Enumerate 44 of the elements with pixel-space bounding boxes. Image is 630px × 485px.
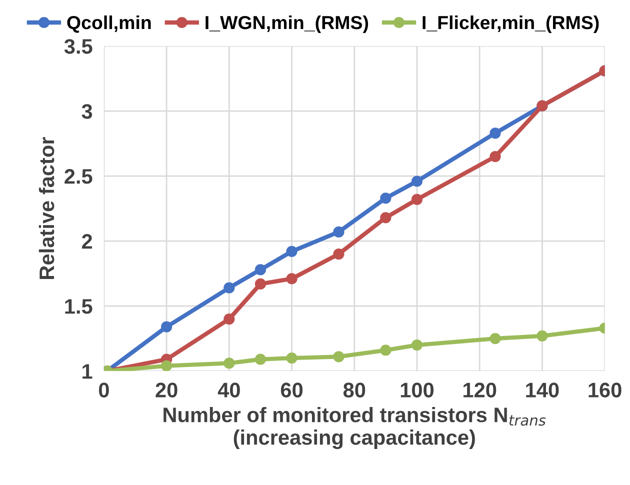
y-tick-label: 2 (82, 234, 92, 249)
point (411, 176, 423, 187)
y-tick-label: 3 (82, 104, 92, 119)
point (380, 344, 392, 356)
x-tick-label: 120 (464, 382, 496, 398)
legend-label: I_Flicker,min_(RMS) (422, 15, 599, 33)
x-tick-label: 40 (218, 382, 240, 398)
point (380, 192, 392, 204)
x-tick-label: 160 (588, 382, 622, 398)
x-tick-label: 80 (343, 382, 366, 398)
y-tick-label: 1.5 (65, 299, 92, 314)
point (224, 313, 235, 325)
point (411, 194, 423, 206)
x-tick-label: 100 (400, 382, 434, 398)
y-tick-label: 2.5 (64, 169, 92, 184)
x-tick-label: 20 (156, 382, 178, 398)
x-tick-label: 0 (98, 382, 109, 398)
point (536, 330, 548, 342)
point (380, 212, 392, 224)
point (333, 248, 344, 260)
point (490, 332, 501, 344)
point (333, 351, 344, 362)
point (411, 339, 423, 351)
point (490, 151, 501, 162)
point (161, 360, 172, 372)
text: Number of monitored transistors N$_{trans}$ (increasing capacitance) (164, 407, 546, 450)
point (224, 282, 235, 294)
point (254, 278, 266, 290)
legend-label: Qcoll,min (67, 15, 151, 33)
point (286, 273, 298, 284)
y-tick-label: 3.5 (64, 39, 92, 54)
x-tick-label: 140 (526, 382, 559, 398)
point (254, 264, 266, 276)
point (333, 226, 344, 238)
point (490, 128, 501, 139)
x-tick-label: 60 (280, 382, 302, 398)
point (286, 352, 298, 364)
point (224, 358, 235, 369)
point (161, 321, 172, 332)
point (286, 246, 298, 257)
y-tick-label: 1 (82, 364, 92, 379)
y-axis-title: Relative factor (38, 137, 54, 279)
legend-label: I_WGN,min_(RMS) (206, 15, 368, 33)
point (254, 354, 266, 365)
